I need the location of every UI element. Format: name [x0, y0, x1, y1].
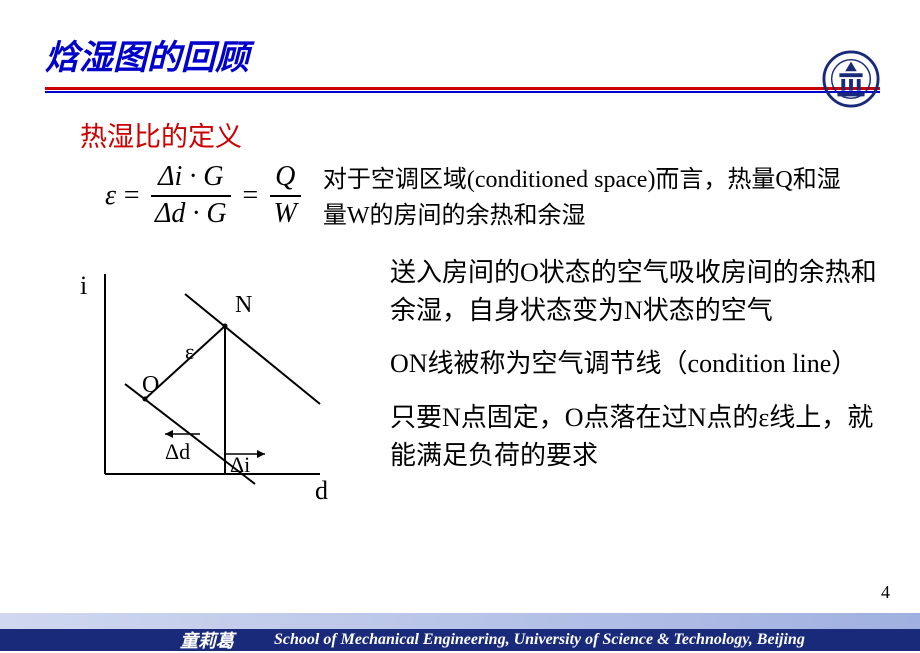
rule-blue — [45, 91, 880, 93]
rule-red — [45, 87, 880, 90]
point-n — [223, 324, 228, 329]
slide: 焓湿图的回顾 热湿比的定义 ε = Δi · G Δd · G = Q W — [0, 0, 920, 651]
author-name: 童莉葛 — [180, 627, 234, 653]
iso-line-2 — [185, 294, 320, 404]
equals-1: = — [122, 180, 141, 212]
denominator-2: W — [270, 199, 301, 230]
fracbar-1 — [151, 195, 231, 197]
footer-band-dark: 童莉葛 School of Mechanical Engineering, Un… — [0, 629, 920, 651]
paragraph-2: ON线被称为空气调节线（condition line） — [390, 345, 880, 383]
subtitle: 热湿比的定义 — [80, 115, 920, 154]
diagram-column: i d N O ε Δd Δi — [50, 254, 360, 519]
page-title: 焓湿图的回顾 — [45, 30, 880, 79]
university-logo-icon — [822, 50, 880, 108]
x-axis-label: d — [315, 476, 328, 505]
header: 焓湿图的回顾 — [0, 0, 920, 97]
school-name: School of Mechanical Engineering, Univer… — [274, 631, 805, 649]
y-axis-label: i — [80, 271, 87, 300]
fraction-2: Q W — [270, 162, 301, 230]
eps-label: ε — [185, 339, 194, 364]
equals-2: = — [241, 180, 260, 212]
o-label: O — [142, 372, 159, 398]
n-label: N — [235, 292, 252, 318]
denominator-1: Δd · G — [151, 199, 231, 230]
paragraph-1: 送入房间的O状态的空气吸收房间的余热和余湿，自身状态变为N状态的空气 — [390, 254, 880, 329]
footer: 童莉葛 School of Mechanical Engineering, Un… — [0, 599, 920, 651]
equation-side-text: 对于空调区域(conditioned space)而言，热量Q和湿量W的房间的余… — [323, 162, 853, 234]
epsilon-symbol: ε — [105, 180, 116, 212]
body-row: i d N O ε Δd Δi 送入房间的O状态的空气吸收房间的余热和余湿，自身… — [0, 254, 920, 519]
di-label: Δi — [230, 452, 250, 477]
dd-label: Δd — [165, 439, 190, 464]
di-arrow — [257, 450, 265, 458]
equation-row: ε = Δi · G Δd · G = Q W 对于空调区域(condition… — [105, 162, 920, 234]
numerator-2: Q — [271, 162, 299, 193]
psychrometric-diagram: i d N O ε Δd Δi — [50, 254, 350, 514]
fraction-1: Δi · G Δd · G — [151, 162, 231, 230]
paragraph-3: 只要N点固定，O点落在过N点的ε线上，就能满足负荷的要求 — [390, 399, 880, 474]
text-column: 送入房间的O状态的空气吸收房间的余热和余湿，自身状态变为N状态的空气 ON线被称… — [360, 254, 880, 519]
fracbar-2 — [270, 195, 301, 197]
title-rule — [45, 87, 880, 97]
equation: ε = Δi · G Δd · G = Q W — [105, 162, 305, 230]
numerator-1: Δi · G — [154, 162, 227, 193]
dd-arrow — [165, 430, 173, 438]
